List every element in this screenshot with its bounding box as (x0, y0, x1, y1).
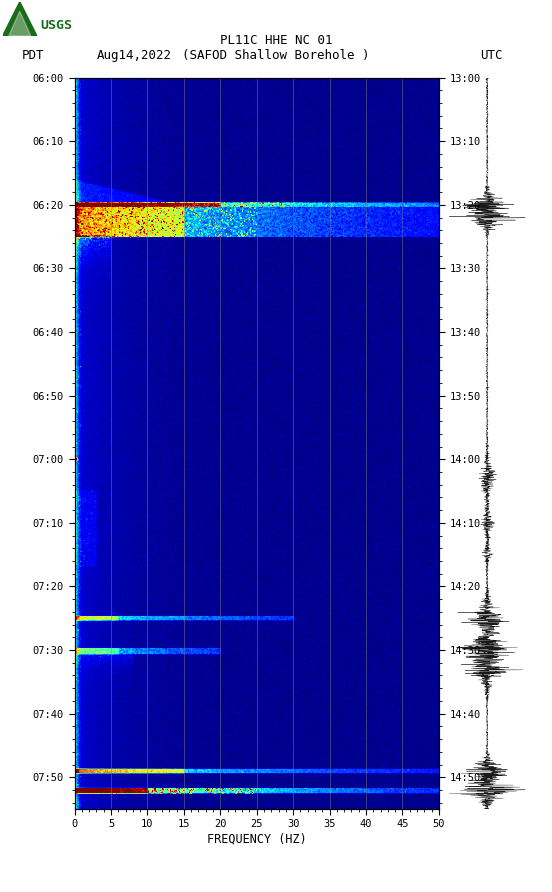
Polygon shape (9, 12, 31, 36)
Text: (SAFOD Shallow Borehole ): (SAFOD Shallow Borehole ) (182, 49, 370, 62)
Text: Aug14,2022: Aug14,2022 (97, 49, 172, 62)
Text: PL11C HHE NC 01: PL11C HHE NC 01 (220, 34, 332, 46)
Text: USGS: USGS (40, 19, 72, 31)
X-axis label: FREQUENCY (HZ): FREQUENCY (HZ) (207, 832, 306, 846)
Polygon shape (3, 2, 37, 36)
Text: PDT: PDT (22, 49, 45, 62)
Text: UTC: UTC (480, 49, 503, 62)
